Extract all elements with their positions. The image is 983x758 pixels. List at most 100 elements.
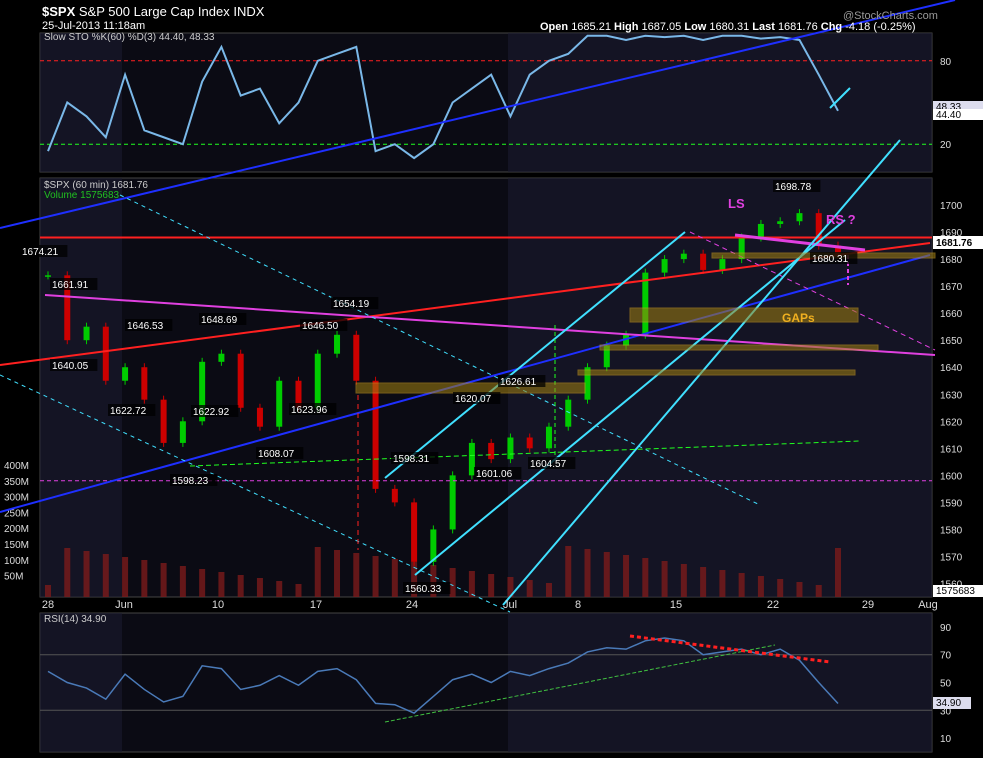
x-axis-label: 29: [862, 599, 874, 611]
volume-y-tick: 400M: [4, 461, 29, 472]
price-label-bg: [403, 582, 451, 594]
volume-bar: [488, 574, 495, 597]
annotation-gaps: GAPs: [782, 311, 815, 325]
price-tag-bg: [933, 236, 983, 249]
price-y-tick: 1630: [940, 390, 963, 401]
volume-bar: [237, 575, 244, 597]
price-label: 1622.92: [193, 407, 230, 418]
chart-title: $SPX S&P 500 Large Cap Index INDX: [42, 4, 264, 19]
price-candle: [64, 275, 71, 341]
stochastic-cyan-line: [829, 87, 851, 109]
volume-bar: [122, 557, 129, 597]
volume-y-tick: 200M: [4, 524, 29, 535]
volume-bar: [757, 576, 764, 597]
rsi-y-tick: 90: [940, 623, 952, 634]
price-label-bg: [289, 403, 337, 415]
rsi-resistance-line: [629, 634, 831, 664]
price-y-tick: 1700: [940, 201, 963, 212]
volume-bar: [83, 551, 90, 597]
price-candle: [391, 488, 398, 503]
volume-legend: Volume 1575683: [44, 190, 120, 201]
x-axis-label: 8: [575, 599, 581, 611]
chg-value: -4.18 (-0.25%): [845, 21, 916, 33]
volume-bar: [102, 554, 109, 597]
volume-y-tick: 350M: [4, 477, 29, 488]
price-candle: [372, 380, 379, 489]
price-candle: [45, 275, 51, 277]
price-y-tick: 1680: [940, 255, 963, 266]
rsi-tag-bg: [933, 697, 971, 709]
price-candle: [295, 380, 302, 408]
neckline: [734, 233, 866, 252]
x-axis-label: Aug: [918, 599, 938, 611]
price-label: 1601.06: [476, 469, 513, 480]
price-label-bg: [773, 180, 821, 192]
volume-bar: [449, 568, 456, 597]
price-label: 1598.23: [172, 476, 209, 487]
gap-box: [355, 382, 586, 394]
price-y-tick: 1650: [940, 336, 963, 347]
price-candle: [353, 334, 360, 381]
price-label: 1646.50: [302, 321, 339, 332]
sto-tag-bg-2: [933, 109, 983, 120]
price-candle: [83, 326, 90, 341]
volume-bar: [391, 559, 398, 597]
open-label: Open: [540, 21, 569, 33]
volume-bar: [276, 581, 283, 597]
price-candle: [777, 221, 784, 224]
high-label: High: [614, 21, 639, 33]
watermark: @StockCharts.com: [843, 10, 938, 22]
volume-last-tag: 1575683: [936, 586, 975, 597]
volume-bar: [507, 577, 514, 597]
price-label: 1622.72: [110, 406, 147, 417]
volume-bar: [218, 572, 225, 597]
x-axis-label: 22: [767, 599, 779, 611]
rsi-panel-shade-b: [508, 613, 932, 752]
volume-bar: [160, 563, 167, 597]
price-legend: $SPX (60 min) 1681.76: [44, 180, 148, 191]
price-candle: [680, 253, 687, 260]
x-axis-label: 28: [42, 599, 54, 611]
price-candle: [545, 426, 552, 449]
price-candle: [700, 253, 707, 270]
volume-bar: [64, 548, 71, 597]
price-candle: [661, 259, 668, 273]
x-axis-label: Jun: [115, 599, 133, 611]
uptrend-red-line: [0, 242, 931, 366]
price-candle: [449, 475, 456, 530]
price-label-bg: [300, 319, 348, 331]
price-label-bg: [474, 467, 522, 479]
rsi-y-tick: 70: [940, 651, 952, 662]
price-label-bg: [528, 457, 576, 469]
volume-bar: [353, 553, 360, 597]
stochastic-trendline: [0, 0, 956, 229]
gap-box: [599, 344, 879, 351]
price-candle: [334, 334, 341, 354]
price-candle: [623, 334, 630, 346]
volume-bar: [314, 547, 321, 597]
exchange: INDX: [233, 4, 265, 19]
low-value: 1680.31: [709, 21, 750, 33]
price-panel-shade-a: [40, 178, 122, 597]
volume-y-tick: 250M: [4, 508, 29, 519]
price-candle: [526, 437, 533, 449]
volume-tag-bg: [933, 585, 983, 597]
magenta-dashed-line: [689, 231, 936, 351]
volume-y-tick: 300M: [4, 493, 29, 504]
sto-last-tag-2: 44.40: [936, 110, 961, 121]
price-y-tick: 1590: [940, 498, 963, 509]
last-value: 1681.76: [777, 21, 818, 33]
rsi-y-tick: 30: [940, 706, 952, 717]
volume-y-tick: 100M: [4, 556, 29, 567]
low-label: Low: [684, 21, 707, 33]
price-label: 1698.78: [775, 182, 812, 193]
stochastic-panel-shade-a: [40, 33, 122, 172]
price-candle: [757, 223, 764, 238]
price-label-bg: [170, 474, 218, 486]
symbol: $SPX: [42, 4, 76, 19]
price-candle: [815, 213, 822, 246]
price-label: 1674.21: [22, 247, 59, 258]
volume-bar: [719, 570, 726, 597]
volume-bar: [815, 585, 822, 597]
volume-bar: [372, 556, 379, 597]
